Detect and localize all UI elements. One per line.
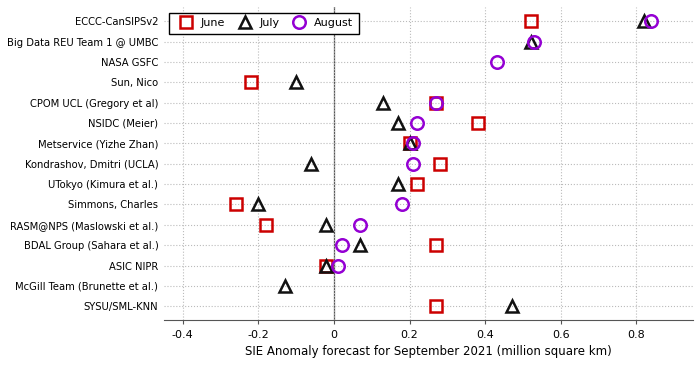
X-axis label: SIE Anomaly forecast for September 2021 (million square km): SIE Anomaly forecast for September 2021 …	[245, 345, 612, 358]
Legend: June, July, August: June, July, August	[169, 12, 358, 34]
